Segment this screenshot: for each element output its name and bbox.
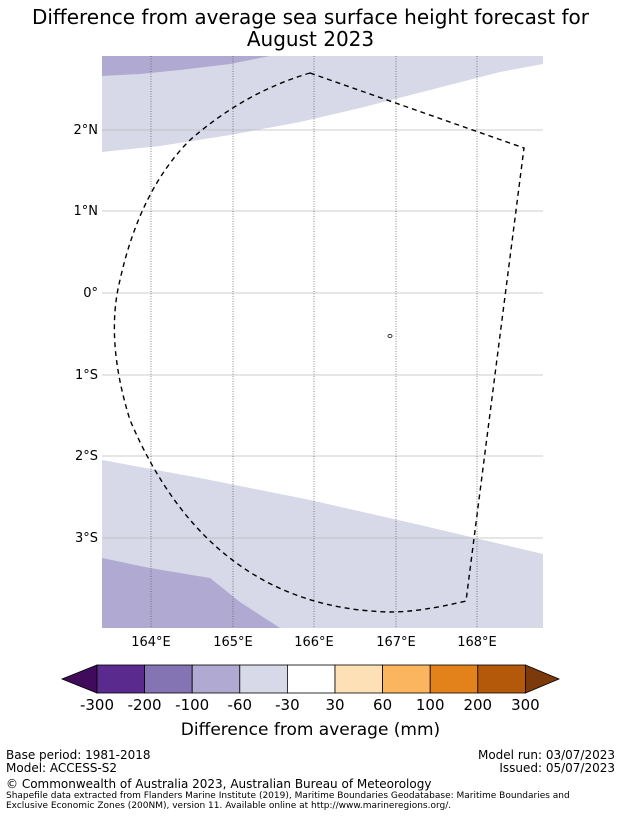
colorbar-segment [191, 664, 241, 694]
colorbar-tick: -200 [128, 696, 162, 714]
colorbar-tick-labels: -300 -200 -100 -60 -30 30 60 100 200 300 [80, 696, 540, 714]
top-dark-anomaly-region [102, 56, 270, 76]
lat-label: 0° [83, 286, 98, 301]
title-line-1: Difference from average sea surface heig… [31, 5, 590, 29]
bottom-dark-anomaly-region [102, 558, 280, 628]
lat-label: 1°N [74, 204, 99, 219]
lat-label: 2°N [74, 123, 99, 138]
lon-label: 165°E [213, 635, 253, 650]
island-marker [387, 333, 393, 339]
latitude-labels: 2°N 1°N 0° 1°S 2°S 3°S [74, 123, 99, 546]
lon-label: 166°E [294, 635, 334, 650]
colorbar-tick: 60 [373, 696, 392, 714]
eez-boundary [113, 72, 525, 613]
longitude-gridlines [150, 56, 478, 628]
colorbar-tick: 30 [325, 696, 344, 714]
colorbar-segment [239, 664, 288, 694]
lon-label: 164°E [131, 635, 171, 650]
latitude-gridlines [102, 129, 543, 539]
colorbar-segment [429, 664, 479, 694]
colorbar-tick: 200 [463, 696, 492, 714]
shapefile-credit: Shapefile data extracted from Flanders M… [6, 791, 606, 811]
colorbar-tick: -60 [228, 696, 253, 714]
colorbar-segment [382, 664, 431, 694]
colorbar-tick: -30 [275, 696, 300, 714]
model-run: Model run: 03/07/2023 [477, 748, 615, 762]
issued-date: Issued: 05/07/2023 [499, 761, 615, 775]
colorbar-min-arrow [60, 664, 98, 694]
model-name: Model: ACCESS-S2 [6, 761, 118, 775]
footer-left: Base period: 1981-2018 Model: ACCESS-S2 [6, 749, 151, 775]
colorbar-tick: -300 [80, 696, 114, 714]
lon-label: 167°E [376, 635, 416, 650]
longitude-labels: 164°E 165°E 166°E 167°E 168°E [131, 635, 497, 650]
title-line-2: August 2023 [246, 27, 375, 51]
colorbar-max-arrow [525, 664, 561, 694]
colorbar-tick: 300 [511, 696, 540, 714]
base-period: Base period: 1981-2018 [6, 748, 151, 762]
colorbar-segment [96, 664, 145, 694]
map-panel [102, 56, 543, 628]
copyright: © Commonwealth of Australia 2023, Austra… [6, 777, 432, 791]
colorbar-segment [334, 664, 383, 694]
lat-label: 3°S [75, 531, 98, 546]
colorbar-tick: 100 [416, 696, 445, 714]
colorbar-segment [286, 664, 336, 694]
shapefile-credit-line-2: Exclusive Economic Zones (200NM), versio… [6, 801, 452, 811]
colorbar-tick: -100 [175, 696, 209, 714]
lat-label: 1°S [75, 368, 98, 383]
colorbar-segment [477, 664, 526, 694]
map-title: Difference from average sea surface heig… [0, 6, 621, 50]
lon-label: 168°E [457, 635, 497, 650]
top-light-anomaly-region [102, 56, 543, 152]
colorbar-title: Difference from average (mm) [180, 720, 441, 740]
lat-label: 2°S [75, 449, 98, 464]
shapefile-credit-line-1: Shapefile data extracted from Flanders M… [6, 791, 570, 801]
colorbar-segment [144, 664, 193, 694]
colorbar [60, 664, 561, 694]
footer-right: Model run: 03/07/2023 Issued: 05/07/2023 [478, 749, 615, 775]
